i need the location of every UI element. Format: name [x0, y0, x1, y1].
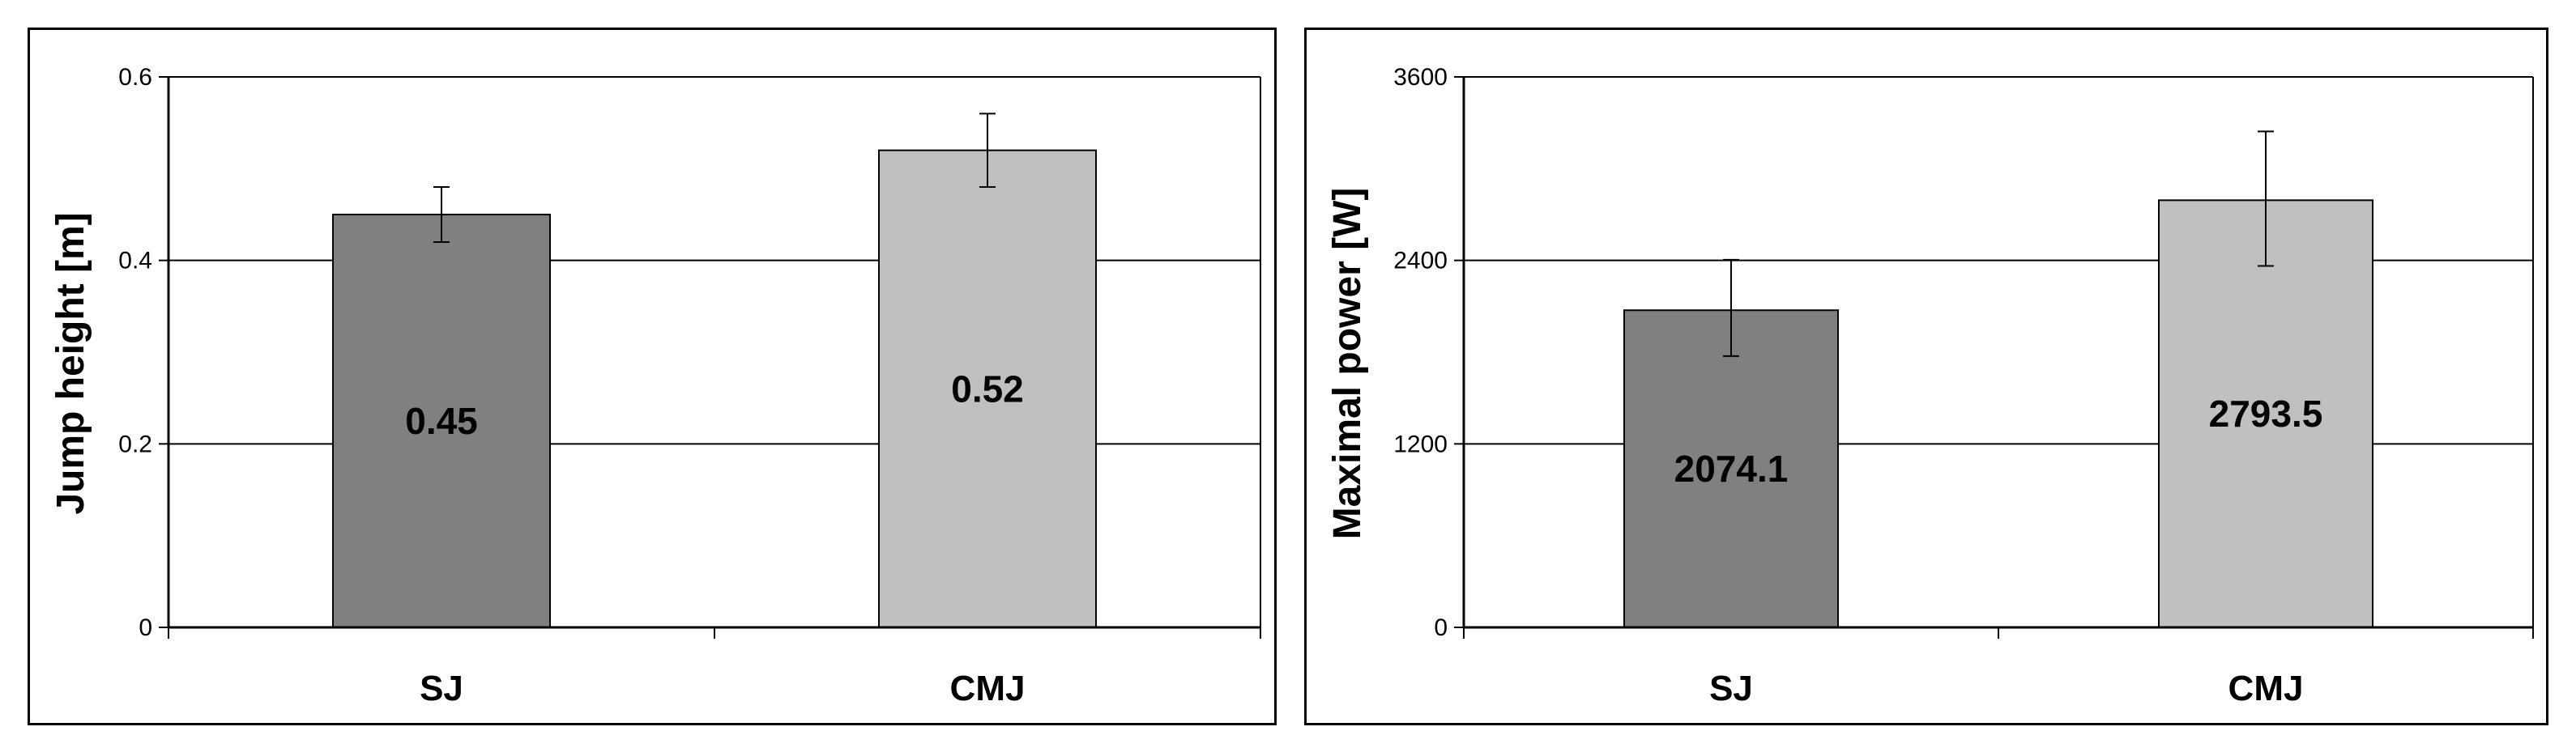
bar-sj [332, 214, 551, 628]
bar-sj [1623, 309, 1839, 628]
x-tick-label-cmj: CMJ [2228, 669, 2304, 708]
y-tick-label: 0.2 [118, 431, 152, 457]
y-axis-title: Jump height [m] [49, 212, 92, 514]
x-tick-label-sj: SJ [420, 669, 463, 708]
y-tick-label: 0.4 [118, 248, 152, 274]
jump-height-chart: 0 0.2 0.4 0.6 0.45 SJ 0.52 CMJ Jump height [m] [28, 28, 1277, 725]
y-tick-label: 3600 [1393, 64, 1448, 91]
y-tick-label: 0.6 [118, 64, 152, 91]
bar-cmj [2158, 199, 2373, 629]
y-tick-label: 0 [1434, 614, 1448, 641]
y-tick-label: 1200 [1393, 431, 1448, 457]
y-axis-title: Maximal power [W] [1326, 188, 1369, 540]
x-tick-label-sj: SJ [1709, 669, 1753, 708]
y-tick-label: 2400 [1393, 248, 1448, 274]
data-label-sj: 0.45 [405, 400, 478, 442]
x-tick-label-cmj: CMJ [950, 669, 1026, 708]
bar-cmj [878, 149, 1097, 628]
data-label-cmj: 2793.5 [2209, 393, 2323, 435]
jump-height-chart-svg: 0 0.2 0.4 0.6 0.45 SJ 0.52 CMJ Jump height [m] [49, 64, 1261, 708]
data-label-sj: 2074.1 [1674, 448, 1789, 490]
maximal-power-chart: 0 1200 2400 3600 2074.1 SJ 2793.5 CMJ Maximal po… [1304, 28, 2548, 725]
data-label-cmj: 0.52 [951, 368, 1024, 410]
y-tick-label: 0 [139, 614, 152, 641]
maximal-power-chart-svg: 0 1200 2400 3600 2074.1 SJ 2793.5 CMJ Maximal po… [1326, 64, 2534, 708]
